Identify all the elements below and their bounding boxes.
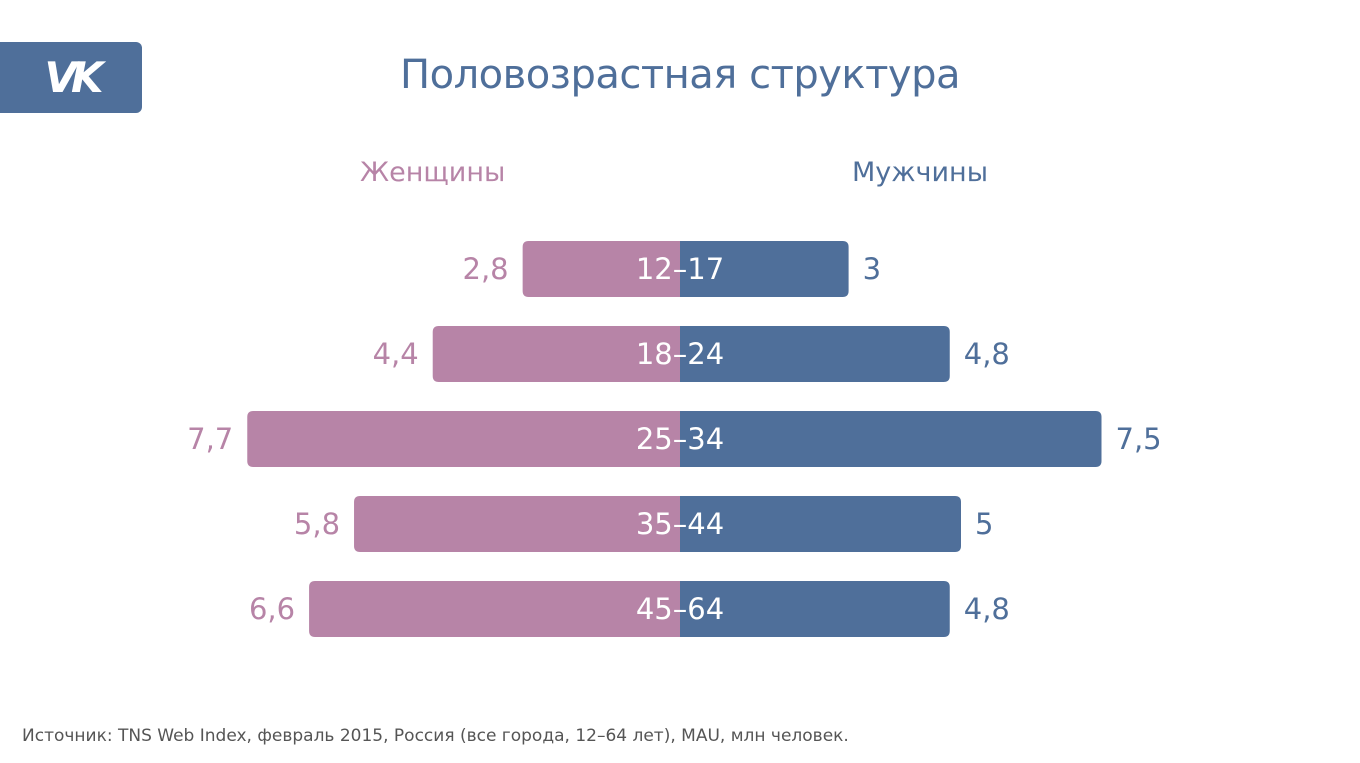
bar-women	[432, 326, 680, 382]
age-group-label: 35–44	[636, 507, 724, 541]
vk-logo: VK	[0, 42, 142, 113]
bar-men	[680, 496, 961, 552]
value-label-men: 7,5	[1116, 422, 1162, 456]
bar-men	[680, 581, 950, 637]
population-pyramid-chart: 12–17 2,8 3 18–24 4,4 4,8 25–34 7,7 7,5 35–44 5,8 5…	[187, 241, 1162, 637]
bar-men	[680, 241, 849, 297]
legend-women: Женщины	[360, 157, 506, 188]
bar-women	[309, 581, 680, 637]
age-group-label: 12–17	[636, 252, 724, 286]
value-label-women: 5,8	[294, 507, 340, 541]
value-label-men: 5	[975, 507, 993, 541]
bar-women	[522, 241, 680, 297]
value-label-men: 3	[863, 252, 881, 286]
value-label-women: 2,8	[463, 252, 509, 286]
age-group-label: 18–24	[636, 337, 724, 371]
age-group-label: 45–64	[636, 592, 724, 626]
age-group-label: 25–34	[636, 422, 724, 456]
value-label-men: 4,8	[964, 592, 1010, 626]
value-label-men: 4,8	[964, 337, 1010, 371]
page-title: Половозрастная структура	[400, 52, 960, 98]
bar-men	[680, 411, 1102, 467]
bar-women	[354, 496, 680, 552]
vk-logo-text: VK	[44, 53, 103, 102]
bar-women	[247, 411, 680, 467]
value-label-women: 7,7	[187, 422, 233, 456]
legend-men: Мужчины	[851, 157, 989, 188]
value-label-women: 6,6	[249, 592, 295, 626]
source-note: Источник: TNS Web Index, февраль 2015, Р…	[22, 726, 849, 746]
value-label-women: 4,4	[373, 337, 419, 371]
bar-men	[680, 326, 950, 382]
